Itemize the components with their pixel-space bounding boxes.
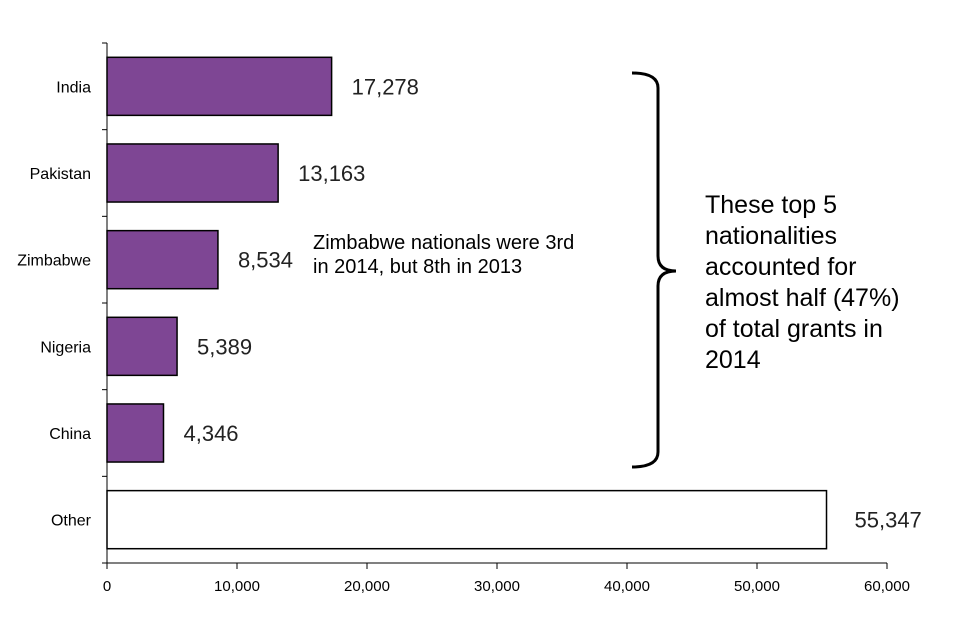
labels-layer: 0 10,000 20,000 30,000 40,000 50,000 60,000 Ind… — [17, 74, 922, 595]
category-label: Pakistan — [30, 166, 91, 183]
bar-zimbabwe — [106, 229, 219, 290]
x-tick-label: 50,000 — [734, 578, 780, 595]
top5-brace — [631, 71, 677, 469]
top5-annotation: These top 5 nationalities accounted for … — [705, 191, 900, 374]
bar-nigeria — [106, 316, 178, 377]
category-label: Zimbabwe — [17, 253, 91, 270]
data-label: 8,534 — [238, 248, 293, 273]
category-label: India — [56, 79, 91, 96]
bar-china — [106, 403, 165, 463]
data-label: 17,278 — [352, 74, 419, 99]
x-tick-label: 30,000 — [474, 578, 520, 595]
data-label: 55,347 — [855, 508, 922, 533]
x-tick-label: 10,000 — [214, 578, 260, 595]
category-label: Nigeria — [40, 339, 91, 356]
bar-india — [106, 56, 333, 117]
x-tick-label: 0 — [103, 578, 111, 595]
x-tick-label: 40,000 — [604, 578, 650, 595]
category-label: China — [49, 426, 91, 443]
data-label: 5,389 — [197, 334, 252, 359]
zimbabwe-annotation: Zimbabwe nationals were 3rd in 2014, but… — [313, 232, 575, 278]
category-label: Other — [51, 513, 92, 530]
axis-layer — [102, 42, 888, 569]
x-tick-label: 60,000 — [864, 578, 910, 595]
bars-layer — [106, 56, 828, 550]
data-label: 4,346 — [183, 421, 238, 446]
x-tick-label: 20,000 — [344, 578, 390, 595]
data-label: 13,163 — [298, 161, 365, 186]
bar-other — [106, 489, 828, 550]
bar-pakistan — [106, 143, 279, 203]
